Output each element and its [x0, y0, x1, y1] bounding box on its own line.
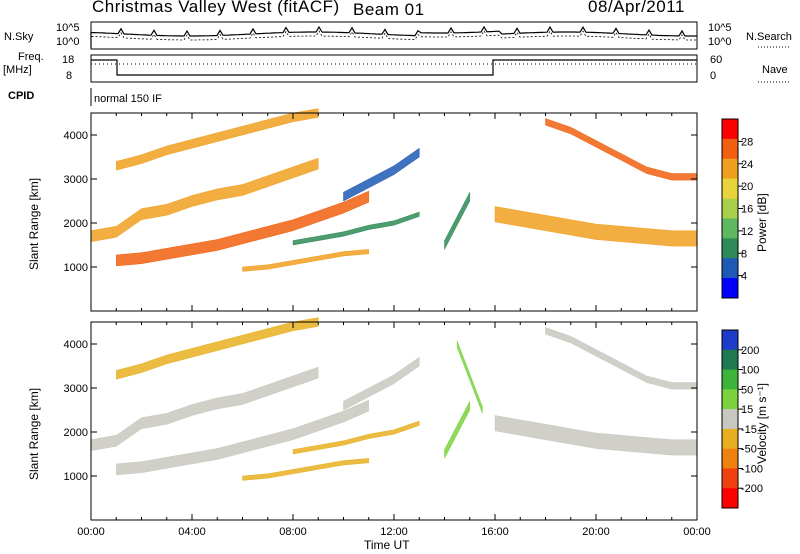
velocity-colorbar-segment: [722, 468, 738, 489]
velocity-echo-band: [494, 415, 698, 456]
date-label: 08/Apr/2011: [588, 0, 685, 16]
cpid-value: normal 150 IF: [94, 93, 162, 105]
colorbar-tick-label: 24: [741, 159, 753, 171]
y-tick-label: 4000: [64, 339, 88, 351]
colorbar-tick-label: -50: [741, 444, 757, 456]
colorbar-tick-label: 20: [741, 181, 753, 193]
colorbar-tick-label: 28: [741, 136, 753, 148]
colorbar-tick-label: 12: [741, 226, 753, 238]
x-tick-label: 12:00: [380, 526, 408, 538]
velocity-colorbar-segment: [722, 369, 738, 390]
noise-left-tick-bottom: 10^0: [56, 36, 80, 48]
freq-tick-bottom: 8: [66, 70, 73, 82]
freq-panel-frame: [90, 54, 698, 83]
colorbar-tick-label: -15: [741, 424, 757, 436]
power-colorbar-segment: [722, 278, 738, 299]
velocity-colorbar-segment: [722, 330, 738, 351]
power-echo-band: [116, 190, 370, 267]
velocity-echo-band: [242, 458, 370, 481]
colorbar-tick-label: -100: [741, 463, 763, 475]
power-colorbar-segment: [722, 218, 738, 239]
velocity-echo-band: [444, 401, 471, 459]
y-tick-label: 3000: [64, 174, 88, 186]
frequency-trace: [91, 59, 697, 76]
noise-left-tick-top: 10^5: [56, 22, 80, 34]
cpid-label: CPID: [8, 90, 35, 102]
velocity-colorbar-segment: [722, 488, 738, 509]
power-echo-band: [444, 192, 471, 250]
y-tick-label: 2000: [64, 427, 88, 439]
colorbar-tick-label: 200: [741, 345, 759, 357]
noise-right-tick-bottom: 10^0: [708, 36, 732, 48]
nsearch-label: N.Search: [746, 31, 792, 43]
colorbar-tick-label: 100: [741, 365, 759, 377]
colorbar-tick-label: 15: [741, 404, 753, 416]
colorbar-tick-label: -200: [741, 483, 763, 495]
power-echo-band: [343, 147, 420, 202]
velocity-colorbar-frame: [721, 329, 739, 509]
y-tick-label: 2000: [64, 218, 88, 230]
y-tick-label: 4000: [64, 130, 88, 142]
velocity-echo-band: [343, 356, 420, 411]
power-colorbar-segment: [722, 158, 738, 180]
velocity-echo-band: [456, 340, 483, 414]
x-tick-label: 04:00: [178, 526, 206, 538]
y-tick-label: 1000: [64, 262, 88, 274]
velocity-colorbar-segment: [722, 428, 738, 450]
freq-label: Freq.: [18, 51, 44, 63]
velocity-colorbar-segment: [722, 448, 738, 469]
nsky-trace: [90, 25, 697, 48]
power-colorbar-segment: [722, 119, 738, 140]
y-tick-label: 1000: [64, 471, 88, 483]
power-colorbar-segment: [722, 138, 738, 160]
velocity-echo-band: [545, 327, 698, 390]
y-tick-label: 3000: [64, 383, 88, 395]
velocity-echo-band: [116, 399, 370, 476]
colorbar-tick-label: 4: [741, 271, 747, 283]
velocity-echo-band: [90, 366, 319, 451]
nave-tick-top: 60: [710, 54, 723, 66]
power-echo-band: [242, 249, 370, 272]
beam-label: Beam 01: [353, 0, 425, 19]
colorbar-tick-label: 50: [741, 384, 753, 396]
x-tick-label: 20:00: [582, 526, 610, 538]
x-tick-label: 08:00: [279, 526, 307, 538]
nsearch-trace: [90, 30, 697, 48]
power-colorbar-segment: [722, 198, 738, 219]
colorbar-tick-label: 16: [741, 204, 753, 216]
velocity-colorbar-segment: [722, 349, 738, 371]
velocity-colorbar-segment: [722, 389, 738, 410]
velocity-echo-band: [292, 420, 420, 455]
velocity-colorbar-segment: [722, 409, 738, 430]
velocity-echo-band: [116, 317, 319, 380]
nave-tick-bottom: 0: [710, 70, 717, 82]
colorbar-tick-label: 8: [741, 248, 747, 260]
nave-label: Nave: [762, 64, 788, 76]
x-tick-label: 00:00: [683, 526, 711, 538]
chart-title: Christmas Valley West (fitACF): [92, 0, 340, 16]
power-colorbar-segment: [722, 258, 738, 279]
x-tick-label: 00:00: [77, 526, 105, 538]
noise-right-tick-top: 10^5: [708, 22, 732, 34]
nsky-label: N.Sky: [4, 31, 34, 43]
power-echo-band: [292, 211, 420, 246]
power-colorbar-segment: [722, 178, 738, 200]
power-echo-band: [116, 108, 319, 171]
x-tick-label: 16:00: [481, 526, 509, 538]
power-colorbar-segment: [722, 238, 738, 259]
freq-tick-top: 18: [62, 54, 75, 66]
x-axis-label: Time UT: [364, 538, 410, 552]
power-echo-band: [494, 206, 698, 247]
power-echo-band: [90, 157, 319, 242]
power-echo-band: [545, 118, 698, 181]
freq-unit-label: [MHz]: [3, 64, 32, 76]
